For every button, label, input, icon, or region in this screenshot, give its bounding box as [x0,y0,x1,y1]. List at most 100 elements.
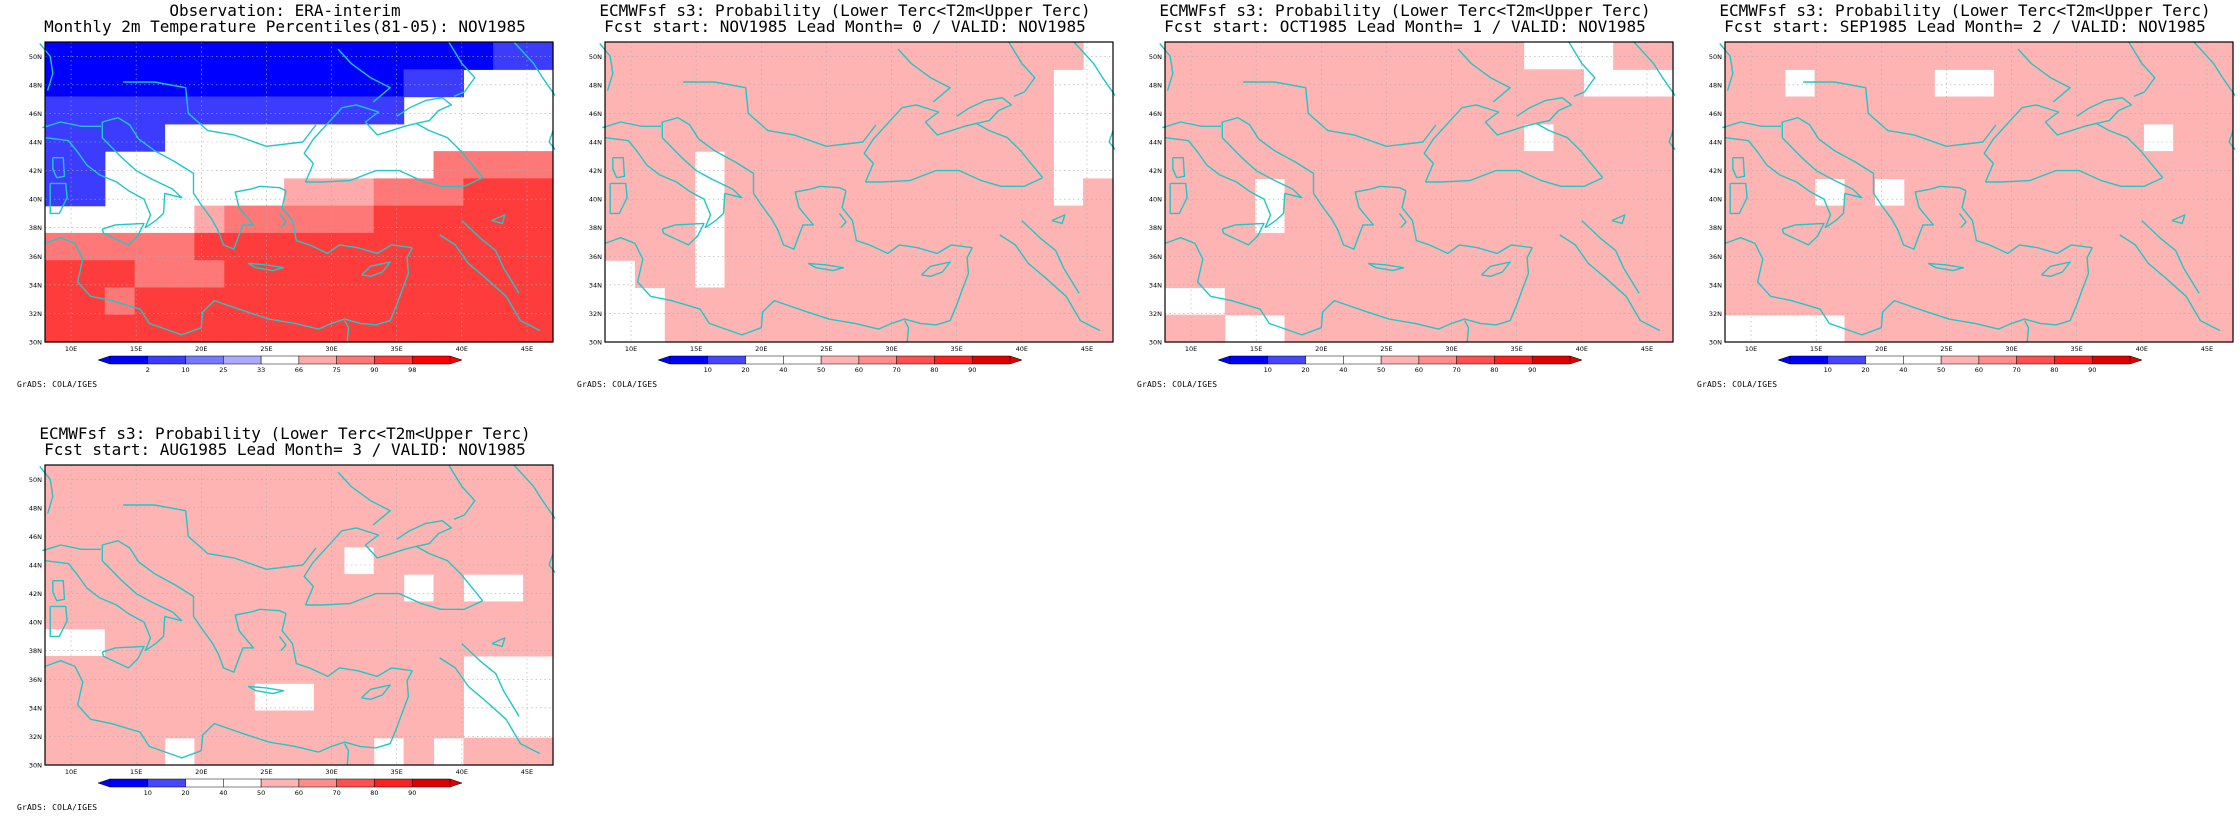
grid-cell [373,314,405,343]
grid-cell [963,96,995,125]
legend-swatch [185,355,224,365]
grid-cell [993,178,1024,207]
grid-cell [104,492,136,521]
legend-label: 90 [370,366,378,374]
legend-label: 25 [219,366,227,374]
legend-arrow-high [449,355,463,365]
grid-cell [1553,260,1584,289]
grid-cell [284,492,315,521]
grid-cell [2203,42,2234,70]
grid-cell [1784,287,1816,316]
grid-cell [254,574,285,602]
grid-cell [963,205,995,234]
grid-cell [1433,69,1465,98]
grid-cell [1643,232,1674,261]
grid-cell [284,710,315,739]
legend-arrow-low [657,355,671,365]
grid-cell [463,205,494,234]
legend-swatch [260,778,300,788]
legend-swatch [1305,355,1344,365]
grid-cell [254,655,285,684]
grid-cell [1344,42,1375,70]
coastline-path [604,137,712,228]
lat-tick-label: 46N [29,110,42,118]
grid-cell [1284,178,1315,207]
legend-swatch [1531,355,1571,365]
lat-tick-label: 50N [29,476,42,484]
grid-cell [1964,260,1995,289]
grid-cell [1404,178,1435,207]
grid-cell [134,314,166,343]
legend-swatch [223,355,262,365]
coastline-path [2128,41,2156,97]
grid-cell [254,546,285,575]
grid-cell [1023,42,1054,70]
grid-cell [463,628,494,657]
grid-cell [1904,205,1935,234]
coastline-path [1108,130,1115,151]
lat-tick-label: 30N [29,339,42,347]
grid-cell [343,492,375,521]
legend-label: 2 [146,366,150,374]
coastlines [1159,41,1675,343]
grid-cell [194,69,225,98]
legend-label: 50 [257,789,265,797]
grid-cell [1583,205,1614,234]
legend-swatch [2091,355,2131,365]
coastline-path [281,190,413,255]
grid-cell [1583,151,1614,179]
grid-cell [2143,42,2174,70]
grid-cell [343,178,375,207]
grid-cell [933,178,965,207]
coastline-path [1051,214,1066,225]
grid-cell [2203,69,2234,98]
grid-cell [2053,69,2085,98]
grid-cell [74,492,106,521]
grid-cell [1725,96,1756,125]
grid-cell [313,574,345,602]
grid-cell [433,151,464,179]
grid-cell [1194,205,1226,234]
grid-cell [1904,151,1935,179]
coastline-path [548,553,555,574]
grid-cell [74,69,106,98]
coastline-path [865,169,1043,187]
grid-cell [1904,314,1935,343]
grid-cell [523,574,554,602]
grid-cell [104,287,136,316]
lon-tick-label: 10E [1185,345,1197,353]
grid-cell [1254,42,1286,70]
lon-tick-label: 20E [755,345,767,353]
coastline-path [1172,157,1186,179]
grid-cell [754,151,785,179]
grid-cell [523,601,554,630]
grid-cell [194,287,225,316]
grid-cell [433,492,464,521]
grid-cell [2023,69,2055,98]
grid-cell [2113,69,2144,98]
grid-cell [373,601,405,630]
grid-cell [933,69,965,98]
coastline-path [903,320,910,343]
grid-cell [1433,287,1465,316]
grid-cell [2143,287,2174,316]
grid-cell [1553,69,1584,98]
grid-cell [724,205,755,234]
grid-cell [463,519,494,548]
coastline-path [44,237,319,336]
grid-cell [493,151,524,179]
grid-cell [724,314,755,343]
grid-cell [2023,151,2055,179]
lon-tick-label: 35E [390,768,402,776]
coastline-path [1724,137,1832,228]
coastline-path [2228,130,2235,151]
legend-swatch [934,355,973,365]
grid-cell [164,96,195,125]
lat-tick-label: 38N [29,224,42,232]
grid-cell [1613,96,1644,125]
grid-cell [814,96,845,125]
grid-cell [224,546,255,575]
coastline-path [1803,81,1997,147]
grid-cell [45,96,76,125]
grid-cell [1284,314,1315,343]
